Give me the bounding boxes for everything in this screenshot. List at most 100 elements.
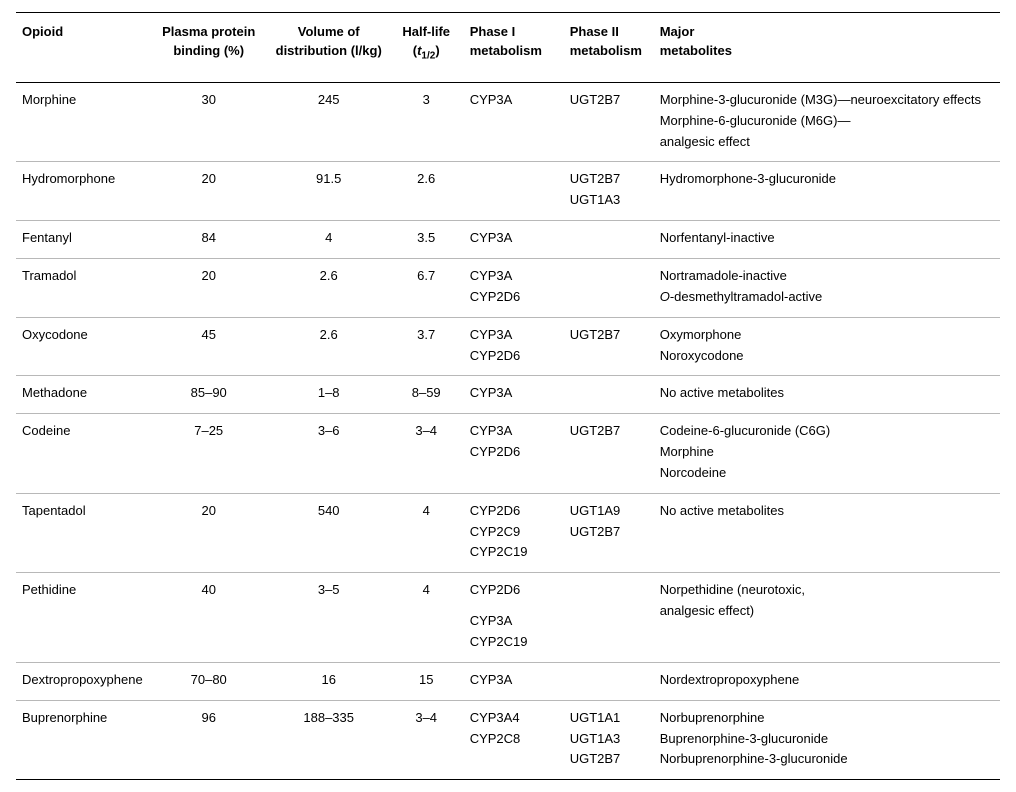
cell-opioid: Dextropropoxyphene bbox=[16, 662, 149, 700]
cell-ppb: 70–80 bbox=[149, 662, 269, 700]
table-row: Dextropropoxyphene70–801615CYP3A Nordext… bbox=[16, 662, 1000, 700]
cell-halflife: 4 bbox=[389, 493, 464, 573]
cell-phase2 bbox=[564, 221, 654, 259]
cell-opioid: Methadone bbox=[16, 376, 149, 414]
cell-ppb: 20 bbox=[149, 162, 269, 221]
cell-ppb: 20 bbox=[149, 493, 269, 573]
col-header-ppb: Plasma protein binding (%) bbox=[149, 13, 269, 83]
cell-phase1: CYP2D6 CYP3ACYP2C19 bbox=[464, 573, 564, 663]
cell-metabolites: Codeine-6-glucuronide (C6G)MorphineNorco… bbox=[654, 414, 1000, 494]
cell-phase1 bbox=[464, 162, 564, 221]
cell-phase1: CYP2D6CYP2C9CYP2C19 bbox=[464, 493, 564, 573]
col-header-vod: Volume of distribution (l/kg) bbox=[269, 13, 389, 83]
cell-phase2: UGT1A9UGT2B7 bbox=[564, 493, 654, 573]
cell-phase1: CYP3A bbox=[464, 662, 564, 700]
col-header-opioid: Opioid bbox=[16, 13, 149, 83]
cell-phase1: CYP3A bbox=[464, 82, 564, 162]
cell-ppb: 40 bbox=[149, 573, 269, 663]
cell-opioid: Oxycodone bbox=[16, 317, 149, 376]
cell-metabolites: Nortramadole-inactiveO-desmethyltramadol… bbox=[654, 259, 1000, 318]
cell-phase1: CYP3ACYP2D6 bbox=[464, 317, 564, 376]
col-header-metabolites: Major metabolites bbox=[654, 13, 1000, 83]
table-row: Hydromorphone2091.52.6 UGT2B7UGT1A3Hydro… bbox=[16, 162, 1000, 221]
cell-phase2 bbox=[564, 259, 654, 318]
cell-phase2: UGT2B7 bbox=[564, 82, 654, 162]
cell-opioid: Codeine bbox=[16, 414, 149, 494]
col-header-phase1: Phase I metabolism bbox=[464, 13, 564, 83]
cell-phase2: UGT2B7 bbox=[564, 317, 654, 376]
ppb-line1: Plasma protein bbox=[162, 24, 255, 39]
table-row: Pethidine403–54CYP2D6 CYP3ACYP2C19 Norpe… bbox=[16, 573, 1000, 663]
table-row: Methadone85–901–88–59CYP3A No active met… bbox=[16, 376, 1000, 414]
cell-metabolites: Hydromorphone-3-glucuronide bbox=[654, 162, 1000, 221]
cell-halflife: 3–4 bbox=[389, 414, 464, 494]
cell-vod: 16 bbox=[269, 662, 389, 700]
cell-ppb: 85–90 bbox=[149, 376, 269, 414]
cell-halflife: 15 bbox=[389, 662, 464, 700]
table-row: Codeine7–253–63–4CYP3ACYP2D6UGT2B7Codein… bbox=[16, 414, 1000, 494]
cell-halflife: 6.7 bbox=[389, 259, 464, 318]
table-row: Morphine302453CYP3AUGT2B7Morphine-3-gluc… bbox=[16, 82, 1000, 162]
cell-vod: 245 bbox=[269, 82, 389, 162]
cell-phase1: CYP3A bbox=[464, 221, 564, 259]
cell-ppb: 45 bbox=[149, 317, 269, 376]
cell-halflife: 4 bbox=[389, 573, 464, 663]
cell-opioid: Tapentadol bbox=[16, 493, 149, 573]
cell-halflife: 8–59 bbox=[389, 376, 464, 414]
cell-phase1: CYP3ACYP2D6 bbox=[464, 259, 564, 318]
p1-line2: metabolism bbox=[470, 43, 542, 58]
col-header-phase2: Phase II metabolism bbox=[564, 13, 654, 83]
cell-phase2: UGT2B7UGT1A3 bbox=[564, 162, 654, 221]
cell-metabolites: OxymorphoneNoroxycodone bbox=[654, 317, 1000, 376]
metab-line2: metabolites bbox=[660, 43, 732, 58]
cell-ppb: 84 bbox=[149, 221, 269, 259]
cell-vod: 2.6 bbox=[269, 259, 389, 318]
cell-opioid: Fentanyl bbox=[16, 221, 149, 259]
p1-line1: Phase I bbox=[470, 24, 516, 39]
cell-vod: 3–6 bbox=[269, 414, 389, 494]
cell-ppb: 20 bbox=[149, 259, 269, 318]
cell-metabolites: No active metabolites bbox=[654, 493, 1000, 573]
table-header-row: Opioid Plasma protein binding (%) Volume… bbox=[16, 13, 1000, 83]
hl-sub: 1/2 bbox=[421, 50, 435, 61]
cell-phase2 bbox=[564, 662, 654, 700]
cell-vod: 1–8 bbox=[269, 376, 389, 414]
cell-metabolites: Nordextropropoxyphene bbox=[654, 662, 1000, 700]
cell-phase2 bbox=[564, 573, 654, 663]
cell-metabolites: Norpethidine (neurotoxic,analgesic effec… bbox=[654, 573, 1000, 663]
table-row: Oxycodone452.63.7CYP3ACYP2D6UGT2B7Oxymor… bbox=[16, 317, 1000, 376]
cell-vod: 4 bbox=[269, 221, 389, 259]
p2-line2: metabolism bbox=[570, 43, 642, 58]
cell-metabolites: No active metabolites bbox=[654, 376, 1000, 414]
table-body: Morphine302453CYP3AUGT2B7Morphine-3-gluc… bbox=[16, 82, 1000, 779]
cell-phase1: CYP3ACYP2D6 bbox=[464, 414, 564, 494]
hl-suffix: ) bbox=[435, 43, 439, 58]
cell-phase2: UGT2B7 bbox=[564, 414, 654, 494]
col-header-halflife: Half-life (t1/2) bbox=[389, 13, 464, 83]
cell-opioid: Pethidine bbox=[16, 573, 149, 663]
cell-ppb: 30 bbox=[149, 82, 269, 162]
vod-line1: Volume of bbox=[298, 24, 360, 39]
opioid-pharmacokinetics-table: Opioid Plasma protein binding (%) Volume… bbox=[16, 12, 1000, 780]
cell-metabolites: Morphine-3-glucuronide (M3G)—neuroexcita… bbox=[654, 82, 1000, 162]
cell-halflife: 3.7 bbox=[389, 317, 464, 376]
cell-vod: 91.5 bbox=[269, 162, 389, 221]
hl-line1: Half-life bbox=[402, 24, 450, 39]
cell-halflife: 3 bbox=[389, 82, 464, 162]
cell-opioid: Hydromorphone bbox=[16, 162, 149, 221]
cell-vod: 3–5 bbox=[269, 573, 389, 663]
table-row: Fentanyl8443.5CYP3A Norfentanyl-inactive bbox=[16, 221, 1000, 259]
ppb-line2: binding (%) bbox=[173, 43, 244, 58]
cell-halflife: 2.6 bbox=[389, 162, 464, 221]
cell-metabolites: Norfentanyl-inactive bbox=[654, 221, 1000, 259]
table-row: Tramadol202.66.7CYP3ACYP2D6 Nortramadole… bbox=[16, 259, 1000, 318]
cell-ppb: 7–25 bbox=[149, 414, 269, 494]
cell-opioid: Morphine bbox=[16, 82, 149, 162]
cell-phase2 bbox=[564, 376, 654, 414]
cell-phase1: CYP3A bbox=[464, 376, 564, 414]
cell-halflife: 3.5 bbox=[389, 221, 464, 259]
cell-vod: 540 bbox=[269, 493, 389, 573]
vod-line2: distribution (l/kg) bbox=[276, 43, 382, 58]
cell-vod: 2.6 bbox=[269, 317, 389, 376]
p2-line1: Phase II bbox=[570, 24, 619, 39]
